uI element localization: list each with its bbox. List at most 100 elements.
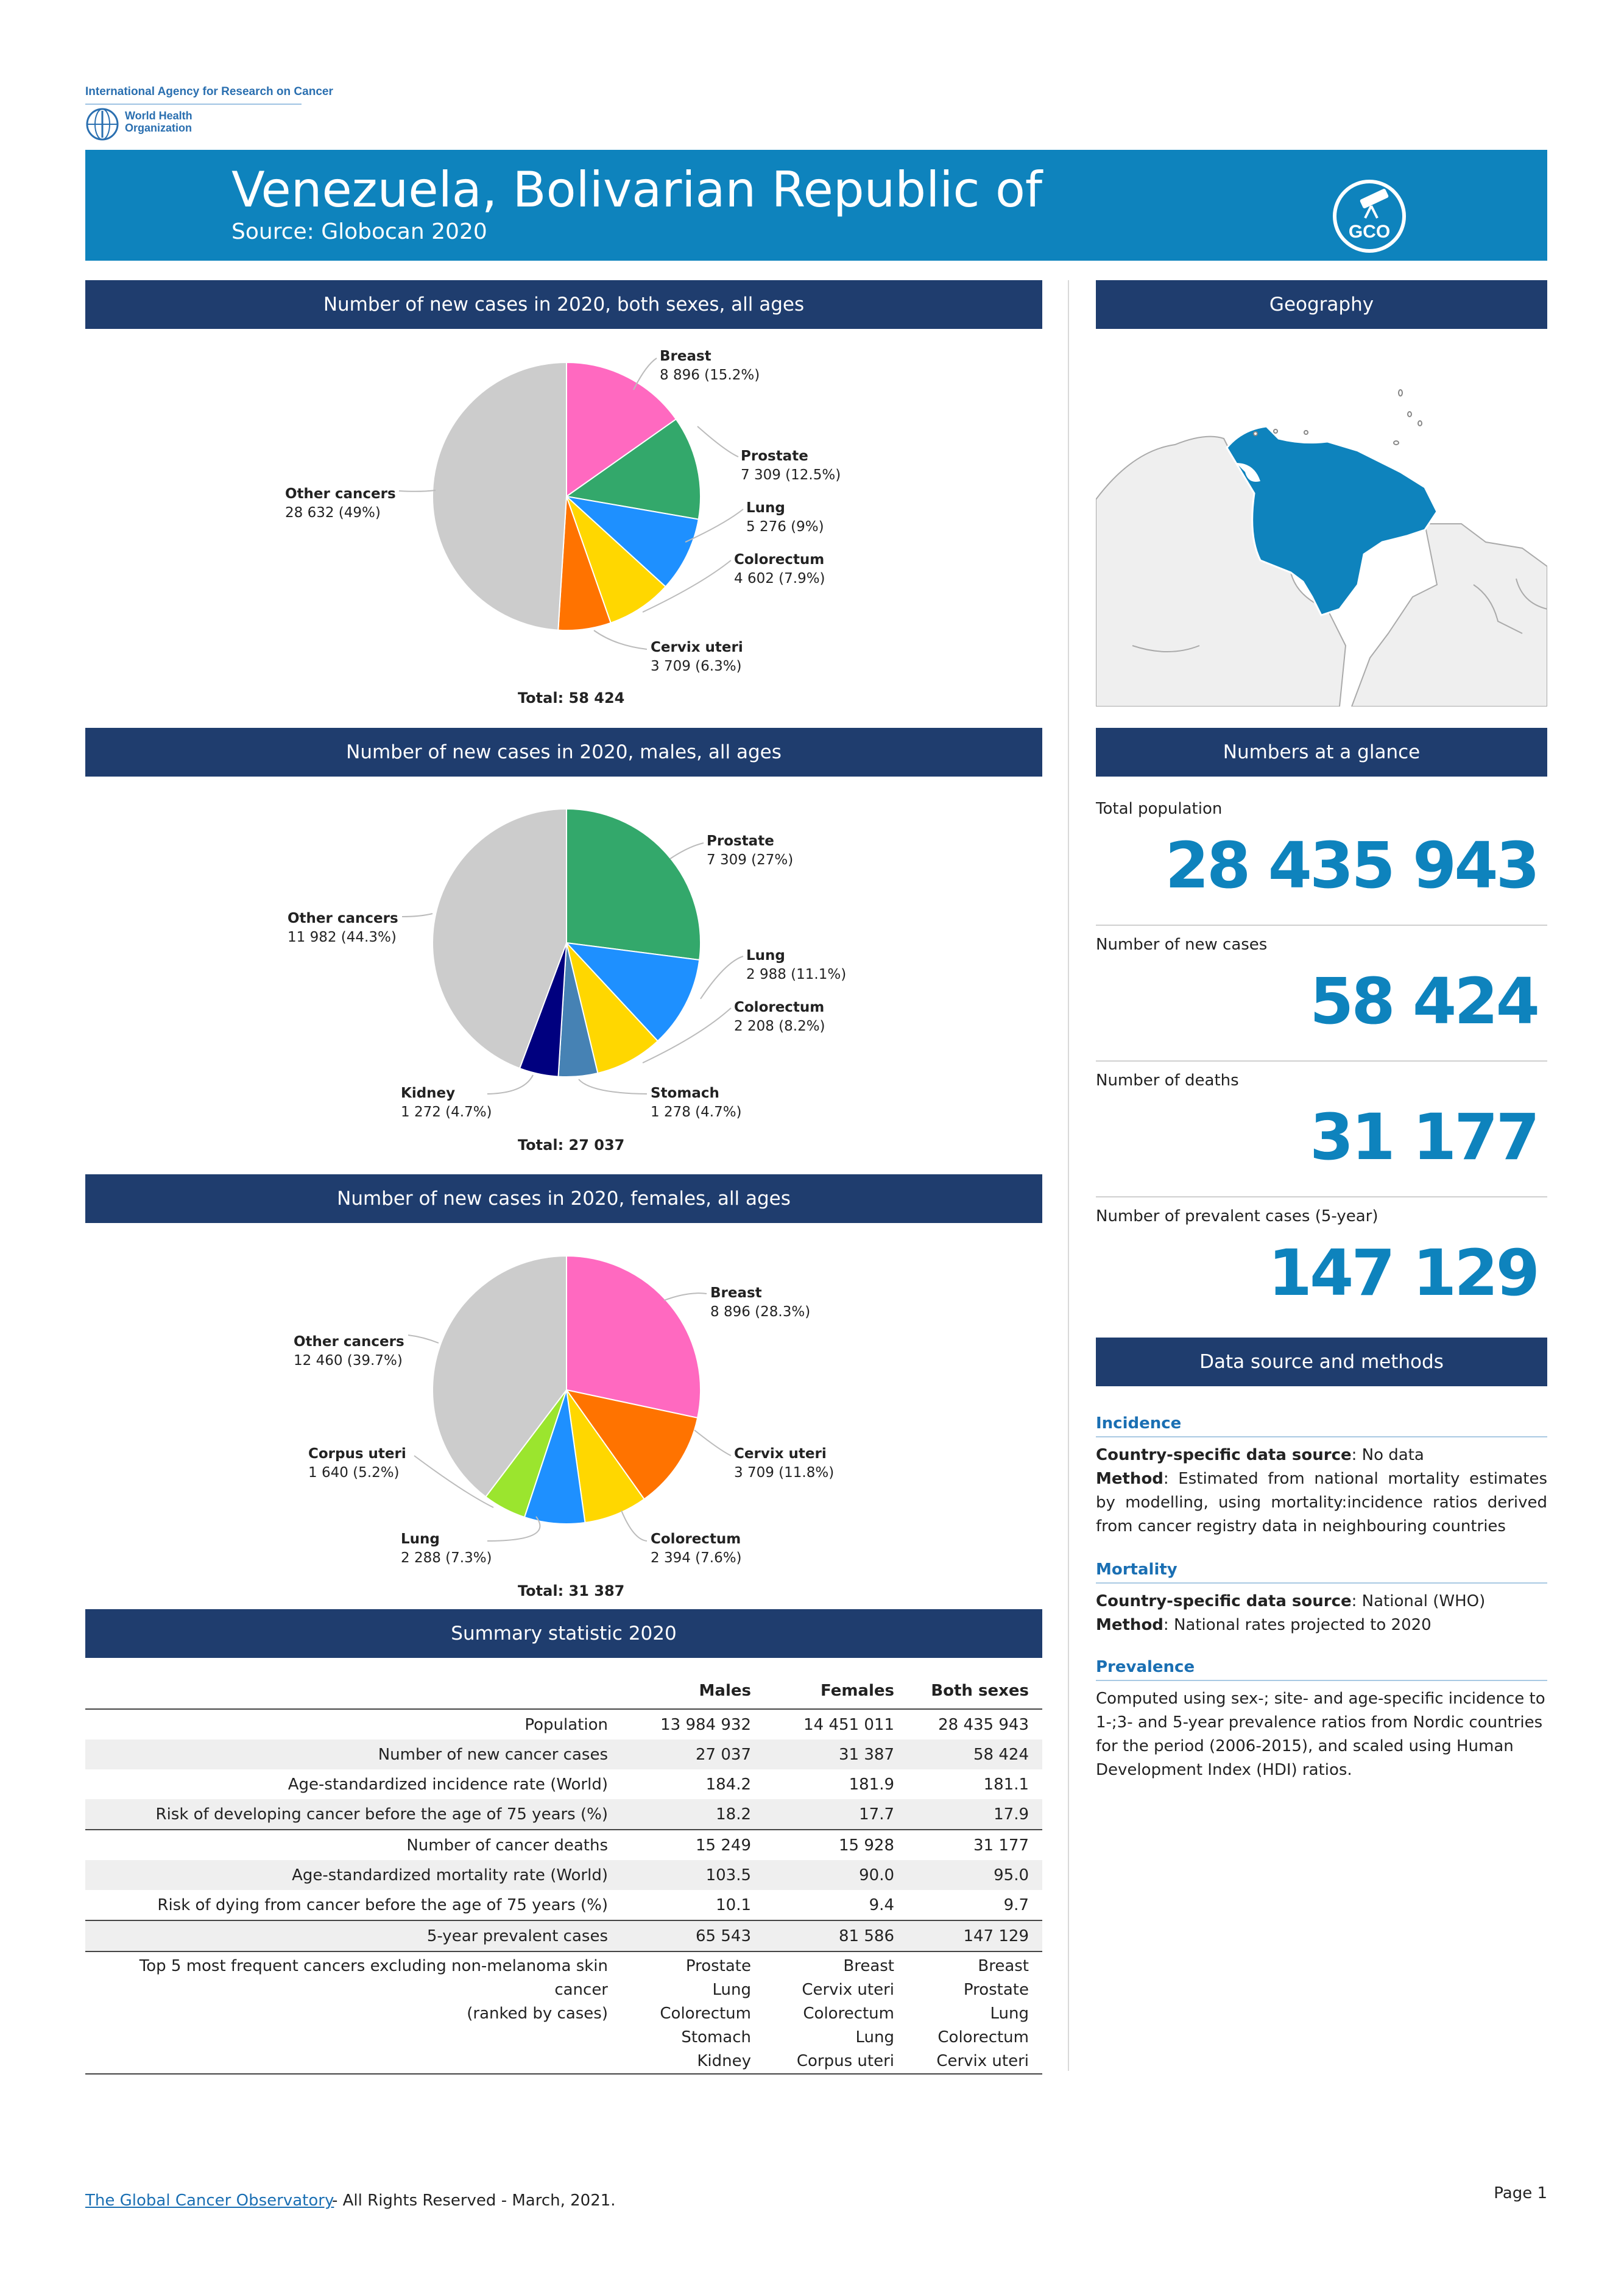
top5-item: Stomach bbox=[681, 2028, 751, 2046]
leader-line bbox=[401, 913, 433, 917]
prevalence-text: Computed using sex-; site- and age-speci… bbox=[1096, 1690, 1545, 1779]
table-row: Number of new cancer cases 27 037 31 387… bbox=[85, 1740, 1042, 1769]
cell-both: 181.1 bbox=[983, 1775, 1029, 1794]
leader-line bbox=[621, 1510, 648, 1542]
gco-telescope-icon: GCO bbox=[1333, 180, 1406, 253]
top5-item: Lung bbox=[712, 1981, 752, 1999]
pie-label: Cervix uteri 3 709 (11.8%) bbox=[734, 1446, 835, 1481]
cell-females: 31 387 bbox=[764, 1740, 908, 1769]
top5-item: Cervix uteri bbox=[802, 1981, 894, 1999]
leader-line bbox=[578, 1079, 648, 1095]
table-row: Population 13 984 932 14 451 011 28 435 … bbox=[85, 1709, 1042, 1740]
island bbox=[1398, 389, 1403, 397]
row-label: 5-year prevalent cases bbox=[85, 1920, 621, 1951]
table-row: Risk of dying from cancer before the age… bbox=[85, 1890, 1042, 1920]
pie-slice-colorectum bbox=[566, 496, 666, 624]
prevalence-heading: Prevalence bbox=[1096, 1658, 1195, 1676]
cell-males: Prostate Lung Colorectum Stomach Kidney bbox=[621, 1951, 764, 2075]
heading-underline bbox=[1096, 1436, 1547, 1437]
leader-line bbox=[633, 358, 657, 390]
top5-item: Cervix uteri bbox=[936, 2052, 1029, 2070]
leader-line bbox=[593, 630, 648, 650]
pie-label: Prostate 7 309 (12.5%) bbox=[741, 448, 841, 483]
row-label: Top 5 most frequent cancers excluding no… bbox=[85, 1951, 621, 2075]
leader-line bbox=[663, 1292, 707, 1301]
row-label: Risk of dying from cancer before the age… bbox=[157, 1895, 608, 1914]
glance-value-deaths: 31 177 bbox=[1309, 1100, 1540, 1174]
section-header-glance: Numbers at a glance bbox=[1096, 728, 1547, 777]
island bbox=[1304, 430, 1308, 435]
leader-line bbox=[642, 560, 732, 613]
top5-item: Lung bbox=[855, 2028, 895, 2046]
cell-males: 13 984 932 bbox=[660, 1715, 751, 1734]
table-header-row: Males Females Both sexes bbox=[85, 1673, 1042, 1710]
section-header-males: Number of new cases in 2020, males, all … bbox=[85, 728, 1042, 777]
pie-leader-lines bbox=[398, 358, 744, 1542]
top5-label-line: (ranked by cases) bbox=[467, 2004, 608, 2023]
cell-both: 95.0 bbox=[908, 1860, 1042, 1890]
top5-item: Prostate bbox=[685, 1957, 751, 1975]
cell-females: 181.9 bbox=[849, 1775, 894, 1794]
gco-footer-link[interactable]: The Global Cancer Observatory bbox=[85, 2191, 334, 2210]
top5-item: Breast bbox=[978, 1957, 1029, 1975]
cell-both: Breast Prostate Lung Colorectum Cervix u… bbox=[908, 1951, 1042, 2075]
table-row: Number of cancer deaths 15 249 15 928 31… bbox=[85, 1829, 1042, 1860]
iarc-underline bbox=[85, 104, 302, 105]
glance-value-prevalent: 147 129 bbox=[1268, 1236, 1540, 1310]
row-label: Number of new cancer cases bbox=[85, 1740, 621, 1769]
glance-title-deaths: Number of deaths bbox=[1096, 1071, 1239, 1090]
pie-slice-colorectum bbox=[565, 940, 659, 1074]
pie-label: Breast 8 896 (15.2%) bbox=[660, 348, 760, 383]
section-header-both-sexes: Number of new cases in 2020, both sexes,… bbox=[85, 280, 1042, 329]
lake-maracaibo bbox=[1236, 463, 1260, 482]
pie-slice-cervix-uteri bbox=[565, 1389, 699, 1500]
incidence-text: Country-specific data source: No data Me… bbox=[1096, 1446, 1547, 1535]
pie-slice-breast bbox=[566, 361, 677, 498]
island bbox=[1417, 420, 1422, 426]
who-logo-text: World Health Organization bbox=[125, 110, 198, 134]
glance-title-prevalent: Number of prevalent cases (5-year) bbox=[1096, 1207, 1379, 1225]
leader-line bbox=[487, 1074, 534, 1095]
cell-both: 28 435 943 bbox=[938, 1715, 1029, 1734]
table-row-top5: Top 5 most frequent cancers excluding no… bbox=[85, 1951, 1042, 2075]
row-label: Risk of developing cancer before the age… bbox=[85, 1799, 621, 1830]
pie-label: Prostate 7 309 (27%) bbox=[707, 833, 794, 868]
iarc-logo-text: International Agency for Research on Can… bbox=[85, 85, 333, 98]
section-header-geography: Geography bbox=[1096, 280, 1547, 329]
cell-females: 15 928 bbox=[764, 1829, 908, 1860]
pie-label: Colorectum 2 394 (7.6%) bbox=[651, 1531, 742, 1566]
section-header-datasource: Data source and methods bbox=[1096, 1338, 1547, 1386]
pie-slice-other-cancers bbox=[432, 1255, 567, 1498]
leader-line bbox=[414, 1455, 494, 1508]
top5-item: Corpus uteri bbox=[796, 2052, 894, 2070]
venezuela-shape bbox=[1226, 425, 1438, 616]
row-label: Age-standardized incidence rate (World) bbox=[288, 1775, 608, 1794]
pie-slice-lung bbox=[564, 495, 699, 588]
cell-females: 90.0 bbox=[764, 1860, 908, 1890]
header-banner bbox=[85, 150, 1547, 261]
who-emblem-icon bbox=[86, 108, 119, 141]
pie-label: Corpus uteri 1 640 (5.2%) bbox=[308, 1446, 406, 1481]
table-header: Both sexes bbox=[908, 1673, 1042, 1710]
leader-line bbox=[408, 1334, 439, 1344]
table-header bbox=[85, 1673, 621, 1710]
top5-item: Prostate bbox=[963, 1981, 1029, 1999]
mortality-text: Country-specific data source: National (… bbox=[1096, 1592, 1486, 1634]
leader-line bbox=[694, 1430, 732, 1456]
glance-separator bbox=[1096, 925, 1547, 926]
gco-logo-text: GCO bbox=[1349, 222, 1390, 242]
pie-label: Cervix uteri 3 709 (6.3%) bbox=[651, 640, 743, 674]
leader-line bbox=[487, 1516, 541, 1542]
border-line bbox=[1473, 584, 1523, 634]
cell-both: 147 129 bbox=[908, 1920, 1042, 1951]
island bbox=[1273, 429, 1278, 434]
column-divider bbox=[1068, 280, 1069, 2071]
section-header-summary: Summary statistic 2020 bbox=[85, 1609, 1042, 1658]
leader-line bbox=[700, 956, 744, 999]
pie-slice-lung bbox=[523, 1389, 586, 1525]
cell-males: 10.1 bbox=[716, 1895, 751, 1914]
leader-line bbox=[697, 426, 739, 457]
top5-label-line: Top 5 most frequent cancers excluding no… bbox=[139, 1957, 608, 1999]
table-row: Age-standardized mortality rate (World) … bbox=[85, 1860, 1042, 1890]
glance-title-population: Total population bbox=[1096, 800, 1223, 818]
